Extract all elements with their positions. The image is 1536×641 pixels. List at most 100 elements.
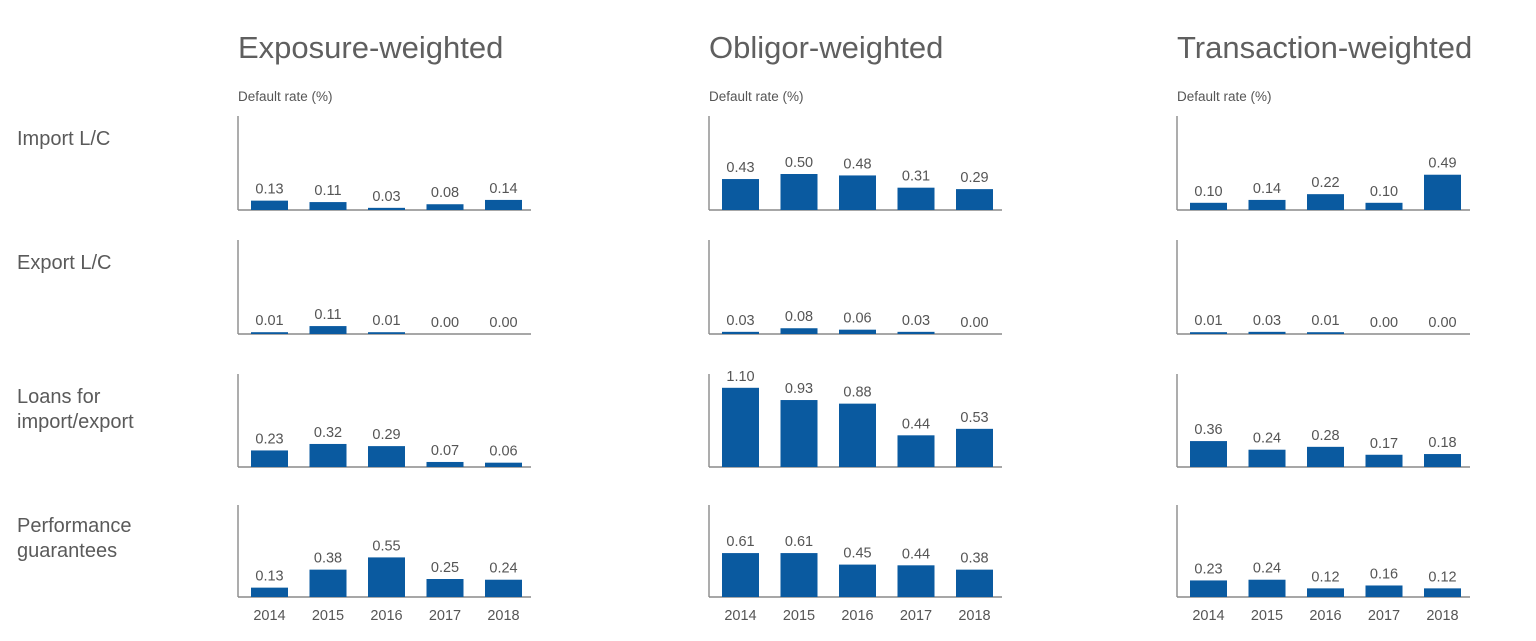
data-label: 0.28 (1311, 428, 1339, 444)
bar (839, 329, 876, 334)
bar (309, 202, 347, 210)
column-title: Transaction-weighted (1177, 30, 1472, 65)
data-label: 0.45 (843, 546, 871, 562)
x-tick-label: 2016 (841, 608, 873, 624)
bar (722, 331, 759, 334)
bar (897, 331, 935, 334)
x-tick-label: 2017 (429, 608, 461, 624)
data-label: 0.03 (902, 313, 930, 329)
data-label: 0.31 (902, 169, 930, 185)
data-label: 0.29 (372, 427, 400, 443)
y-axis-label: Default rate (%) (709, 89, 804, 104)
bar (1248, 331, 1286, 334)
bar (780, 400, 818, 467)
data-label: 0.12 (1428, 569, 1456, 585)
data-label: 0.06 (843, 311, 871, 327)
data-label: 0.03 (726, 313, 754, 329)
data-label: 0.03 (372, 189, 400, 205)
bar (897, 435, 935, 467)
bar (1248, 199, 1286, 210)
data-label: 0.18 (1428, 435, 1456, 451)
data-label: 0.13 (255, 569, 283, 585)
bar (368, 446, 405, 467)
bar (251, 587, 288, 597)
bar (426, 461, 464, 467)
data-label: 0.08 (785, 309, 813, 325)
data-label: 0.23 (1194, 561, 1222, 577)
bar (1307, 446, 1344, 467)
data-label: 0.61 (726, 534, 754, 550)
column-title: Exposure-weighted (238, 30, 503, 65)
data-label: 0.14 (1253, 181, 1281, 197)
x-tick-label: 2018 (487, 608, 519, 624)
x-tick-label: 2018 (1426, 608, 1458, 624)
row-label: Export L/C (17, 252, 111, 274)
data-label: 0.49 (1428, 156, 1456, 172)
bar (839, 403, 876, 467)
x-tick-label: 2014 (1192, 608, 1224, 624)
data-label: 0.36 (1194, 422, 1222, 438)
bar (426, 579, 464, 597)
bar (722, 553, 759, 597)
data-label: 0.44 (902, 416, 930, 432)
bar (426, 204, 464, 210)
x-tick-label: 2015 (312, 608, 344, 624)
data-label: 0.14 (489, 181, 517, 197)
data-label: 0.55 (372, 538, 400, 554)
bar (251, 200, 288, 210)
data-label: 0.29 (960, 170, 988, 186)
row-label: import/export (17, 411, 134, 433)
bar (722, 387, 759, 467)
bar (1424, 174, 1461, 210)
x-tick-label: 2017 (1368, 608, 1400, 624)
data-label: 0.88 (843, 385, 871, 401)
data-label: 0.01 (255, 313, 283, 329)
data-label: 0.00 (1370, 315, 1398, 331)
bar (1190, 580, 1227, 597)
x-tick-label: 2018 (958, 608, 990, 624)
bar (956, 569, 993, 597)
data-label: 0.00 (960, 315, 988, 331)
data-label: 0.25 (431, 560, 459, 576)
x-tick-label: 2017 (900, 608, 932, 624)
data-label: 0.22 (1311, 175, 1339, 191)
y-axis-label: Default rate (%) (238, 89, 333, 104)
bar (1307, 194, 1344, 210)
data-label: 0.38 (960, 551, 988, 567)
data-label: 0.08 (431, 185, 459, 201)
data-label: 0.24 (1253, 431, 1281, 447)
data-label: 0.93 (785, 381, 813, 397)
data-label: 0.50 (785, 155, 813, 171)
data-label: 0.06 (489, 444, 517, 460)
bar (1190, 202, 1227, 210)
data-label: 0.48 (843, 156, 871, 172)
bar (1248, 449, 1286, 467)
row-label: Import L/C (17, 128, 110, 150)
data-label: 0.00 (489, 315, 517, 331)
data-label: 0.10 (1194, 184, 1222, 200)
data-label: 0.00 (1428, 315, 1456, 331)
bar (1424, 454, 1461, 467)
bar (368, 557, 405, 597)
bar (780, 328, 818, 334)
bar (897, 565, 935, 597)
bar (1307, 332, 1344, 334)
bar (309, 326, 347, 334)
data-label: 0.01 (372, 313, 400, 329)
data-label: 0.23 (255, 431, 283, 447)
bar (1424, 588, 1461, 597)
bar (1365, 454, 1403, 467)
row-label: Performance (17, 515, 132, 537)
data-label: 0.17 (1370, 436, 1398, 452)
bar (839, 564, 876, 597)
bar (368, 207, 405, 210)
x-tick-label: 2016 (370, 608, 402, 624)
data-label: 0.32 (314, 425, 342, 441)
bar (1365, 202, 1403, 210)
y-axis-label: Default rate (%) (1177, 89, 1272, 104)
data-label: 0.16 (1370, 566, 1398, 582)
bar (251, 450, 288, 467)
bar (956, 428, 993, 467)
data-label: 0.24 (1253, 561, 1281, 577)
